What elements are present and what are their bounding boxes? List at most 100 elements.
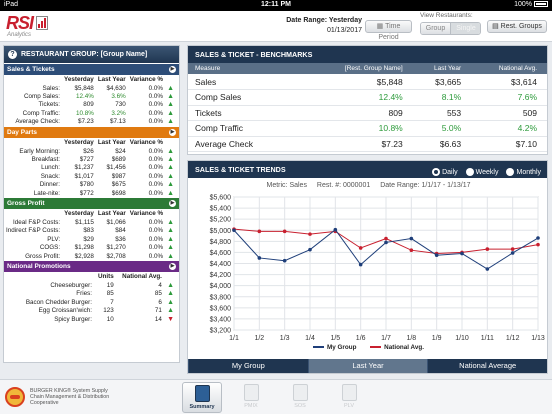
column-header: National Avg. <box>471 63 547 74</box>
variance-value: 0.0% <box>148 84 164 92</box>
data-point <box>282 229 287 234</box>
column-header: Variance % <box>129 76 164 83</box>
national-avg-value: 85 <box>154 290 162 298</box>
column-header: Variance % <box>129 138 164 146</box>
nav-tab-plv[interactable]: PLV <box>329 382 369 413</box>
last-year-value: $1,270 <box>106 244 126 252</box>
table-header-row: Yesterday Last Year Variance % <box>4 138 176 147</box>
rest-number-label: Rest. #: 0000001 <box>316 182 371 189</box>
trend-cell: ▲ <box>165 227 176 235</box>
data-point <box>358 246 363 250</box>
data-point <box>485 247 490 251</box>
nav-tab-sos[interactable]: SOS <box>280 382 320 413</box>
variance-value: 0.0% <box>148 181 164 189</box>
section-gross-profit[interactable]: Gross Profit ▶ <box>4 198 179 210</box>
trend-comparison-tabs: My Group Last Year National Average <box>188 359 547 373</box>
plv-icon <box>341 384 357 401</box>
arrow-up-icon: ▲ <box>167 252 174 260</box>
tab-last-year[interactable]: Last Year <box>307 359 428 373</box>
chevron-right-icon[interactable]: ▶ <box>169 200 176 208</box>
arrow-up-icon: ▲ <box>167 156 174 164</box>
x-tick-label: 1/13 <box>531 335 545 342</box>
trend-cell: ▲ <box>165 243 176 251</box>
logo-text: RSI <box>6 13 34 33</box>
last-year-value: $1,456 <box>106 164 126 172</box>
yesterday-value: $1,017 <box>74 172 94 180</box>
column-header: Last Year <box>97 76 126 83</box>
single-view-button[interactable]: Single <box>451 23 480 34</box>
table-row: Comp Sales: 12.4% 3.6% 0.0% ▲ <box>4 92 176 100</box>
yesterday-value: $1,237 <box>74 164 94 172</box>
arrow-up-icon: ▲ <box>167 172 174 180</box>
nav-tab-summary[interactable]: Summary <box>182 382 222 413</box>
y-tick-label: $5,200 <box>210 217 232 224</box>
last-year-value: $84 <box>115 227 126 235</box>
last-year-value: $3,665 <box>412 74 472 90</box>
data-point <box>536 236 540 240</box>
data-point <box>257 256 262 260</box>
table-header-row: Yesterday Last Year Variance % <box>4 75 176 84</box>
table-row: Tickets: 809 730 0.0% ▲ <box>4 101 176 109</box>
radio-daily[interactable]: Daily <box>432 164 458 181</box>
measure-label: Tickets <box>188 105 306 121</box>
row-label: Comp Sales: <box>23 93 60 101</box>
section-title: National Promotions <box>7 263 71 271</box>
radio-weekly[interactable]: Weekly <box>465 164 498 181</box>
last-year-value: $689 <box>111 156 126 164</box>
tab-national-average[interactable]: National Average <box>427 359 547 373</box>
chart-legend: My Group National Avg. <box>188 344 549 351</box>
table-row: Snack: $1,017 $987 0.0% ▲ <box>4 172 176 180</box>
data-point <box>510 247 515 251</box>
device-label: iPad <box>4 1 19 8</box>
x-tick-label: 1/4 <box>305 335 315 342</box>
trend-cell: ▲ <box>165 252 176 260</box>
chevron-right-icon[interactable]: ▶ <box>169 66 176 73</box>
rest-groups-button[interactable]: ▤ Rest. Groups <box>487 20 547 33</box>
info-icon[interactable]: ? <box>8 50 17 59</box>
chevron-right-icon[interactable]: ▶ <box>169 128 176 136</box>
table-row: Breakfast: $727 $689 0.0% ▲ <box>4 155 176 163</box>
time-period-button[interactable]: ▦ Time Period <box>365 20 412 41</box>
y-tick-label: $5,400 <box>210 206 232 213</box>
group-view-button[interactable]: Group <box>421 23 451 34</box>
radio-monthly[interactable]: Monthly <box>506 164 541 181</box>
row-label: Snack: <box>40 172 60 180</box>
column-header: [Rest. Group Name] <box>306 63 413 74</box>
data-point <box>308 247 312 252</box>
national-avg-value: 14 <box>154 315 162 323</box>
x-tick-label: 1/11 <box>481 335 494 342</box>
section-national-promotions[interactable]: National Promotions ▶ <box>4 261 179 273</box>
national-avg-value: $3,614 <box>471 74 547 90</box>
tab-my-group[interactable]: My Group <box>188 359 308 373</box>
benchmarks-title: SALES & TICKET - BENCHMARKS <box>188 46 547 63</box>
arrow-up-icon: ▲ <box>167 189 174 197</box>
status-bar: iPad 12:11 PM 100% <box>0 0 552 11</box>
national-avg-value: 4.2% <box>471 120 547 137</box>
column-header: Yesterday <box>64 138 94 146</box>
arrow-up-icon: ▲ <box>167 84 174 92</box>
row-label: Sales: <box>42 84 60 92</box>
restaurant-group-panel: ? RESTAURANT GROUP: [Group Name] Sales &… <box>3 45 180 363</box>
chevron-right-icon[interactable]: ▶ <box>169 263 176 271</box>
yesterday-value: $1,298 <box>74 244 94 252</box>
group-value: 12.4% <box>306 89 413 106</box>
y-tick-label: $4,600 <box>210 250 232 257</box>
row-label: Indirect F&P Costs: <box>6 227 61 235</box>
nav-tab-pmix[interactable]: PMIX <box>231 382 271 413</box>
section-day-parts[interactable]: Day Parts ▶ <box>4 126 179 138</box>
date-range-label: Date Range: Yesterday <box>286 17 362 24</box>
table-row: Dinner: $780 $675 0.0% ▲ <box>4 181 176 189</box>
column-header: Last Year <box>412 63 472 74</box>
yesterday-value: $780 <box>79 181 94 189</box>
nav-tab-label: SOS <box>294 403 306 409</box>
benchmarks-table: Measure [Rest. Group Name] Last Year Nation… <box>188 63 547 152</box>
header-spacer <box>165 138 176 147</box>
benchmarks-panel: SALES & TICKET - BENCHMARKS Measure [Rest… <box>187 45 548 155</box>
y-tick-label: $4,200 <box>210 272 232 279</box>
period-radio-group: Daily Weekly Monthly <box>424 164 541 181</box>
section-sales-tickets[interactable]: Sales & Tickets ▶ <box>4 64 179 75</box>
x-tick-label: 1/10 <box>455 335 469 342</box>
row-label: Ideal F&P Costs: <box>13 218 61 226</box>
y-tick-label: $5,000 <box>210 228 232 235</box>
row-label: Spicy Burger: <box>54 315 92 323</box>
